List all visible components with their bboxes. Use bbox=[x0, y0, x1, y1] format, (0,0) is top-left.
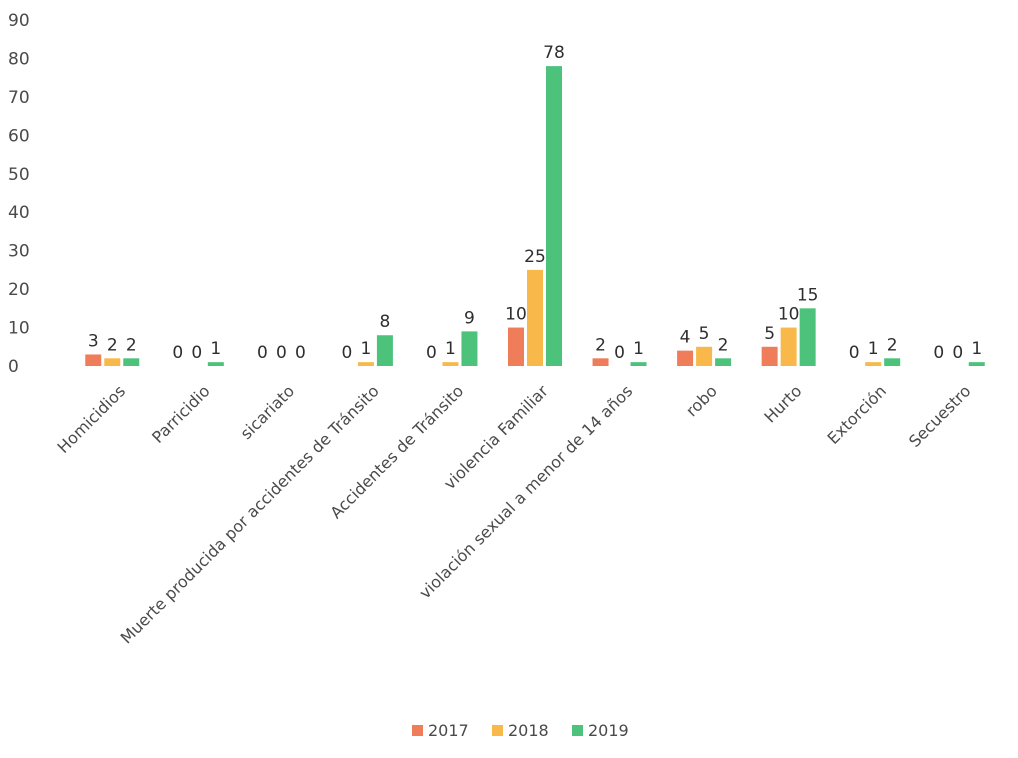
bar-2019 bbox=[461, 331, 478, 366]
data-label: 1 bbox=[633, 339, 644, 359]
data-label: 15 bbox=[797, 285, 819, 305]
y-tick-label: 50 bbox=[8, 165, 30, 185]
data-label: 1 bbox=[868, 339, 879, 359]
data-label: 5 bbox=[699, 324, 710, 344]
data-label: 2 bbox=[718, 335, 729, 355]
legend: 2017 2018 2019 bbox=[412, 721, 629, 740]
bar-2017 bbox=[761, 346, 778, 366]
legend-label: 2017 bbox=[428, 721, 469, 740]
y-tick-label: 30 bbox=[8, 242, 30, 262]
y-tick-label: 20 bbox=[8, 280, 30, 300]
data-label: 1 bbox=[445, 339, 456, 359]
legend-label: 2019 bbox=[588, 721, 629, 740]
bar-2017 bbox=[592, 358, 609, 366]
bar-2019 bbox=[884, 358, 901, 366]
data-label: 0 bbox=[257, 343, 268, 363]
data-label: 0 bbox=[426, 343, 437, 363]
y-axis: 0 10 20 30 40 50 60 70 80 90 bbox=[8, 11, 30, 377]
bar-2019 bbox=[207, 362, 224, 366]
data-label: 10 bbox=[778, 305, 800, 325]
bar-2019 bbox=[715, 358, 732, 366]
bars bbox=[85, 66, 985, 366]
bar-2019 bbox=[546, 66, 562, 366]
y-tick-label: 90 bbox=[8, 11, 30, 31]
bar-2018 bbox=[442, 362, 459, 366]
data-label: 78 bbox=[543, 43, 565, 63]
data-label: 5 bbox=[764, 324, 775, 344]
data-label: 8 bbox=[379, 312, 390, 332]
bar-2018 bbox=[780, 327, 797, 366]
legend-swatch bbox=[572, 725, 583, 736]
data-label: 2 bbox=[887, 335, 898, 355]
y-tick-label: 40 bbox=[8, 203, 30, 223]
legend-label: 2018 bbox=[508, 721, 549, 740]
data-label: 2 bbox=[595, 335, 606, 355]
x-category-label: Hurto bbox=[760, 381, 805, 426]
data-label: 3 bbox=[88, 331, 99, 351]
data-label: 0 bbox=[849, 343, 860, 363]
data-label: 25 bbox=[524, 247, 546, 267]
data-label: 0 bbox=[276, 343, 287, 363]
bar-2019 bbox=[630, 362, 647, 366]
data-label: 0 bbox=[933, 343, 944, 363]
data-label: 0 bbox=[341, 343, 352, 363]
data-label: 0 bbox=[952, 343, 963, 363]
x-category-label: Extorción bbox=[824, 381, 891, 448]
data-label: 0 bbox=[191, 343, 202, 363]
bar-2019 bbox=[123, 358, 140, 366]
legend-swatch bbox=[412, 725, 423, 736]
x-category-label: Homicidios bbox=[54, 381, 130, 457]
data-label: 4 bbox=[680, 328, 691, 348]
y-tick-label: 10 bbox=[8, 319, 30, 339]
bar-2019 bbox=[968, 362, 985, 366]
bar-2017 bbox=[85, 354, 102, 366]
y-tick-label: 60 bbox=[8, 126, 30, 146]
data-label: 1 bbox=[971, 339, 982, 359]
data-label: 10 bbox=[505, 305, 527, 325]
data-label: 9 bbox=[464, 308, 475, 328]
bar-2017 bbox=[677, 350, 694, 366]
bar-2019 bbox=[799, 308, 816, 366]
y-tick-label: 80 bbox=[8, 49, 30, 69]
x-category-label: sicariato bbox=[236, 381, 298, 443]
data-label: 0 bbox=[172, 343, 183, 363]
bar-2018 bbox=[104, 358, 121, 366]
legend-swatch bbox=[492, 725, 503, 736]
x-category-label: Secuestro bbox=[905, 381, 975, 451]
y-tick-label: 0 bbox=[8, 357, 19, 377]
data-label: 1 bbox=[210, 339, 221, 359]
data-label: 1 bbox=[360, 339, 371, 359]
data-label: 2 bbox=[107, 335, 118, 355]
data-label: 0 bbox=[614, 343, 625, 363]
x-category-label: Parricidio bbox=[148, 381, 214, 447]
bar-2018 bbox=[696, 346, 713, 366]
data-label: 2 bbox=[126, 335, 137, 355]
y-tick-label: 70 bbox=[8, 88, 30, 108]
x-category-label: robo bbox=[682, 381, 721, 420]
bar-2018 bbox=[865, 362, 882, 366]
bar-2019 bbox=[376, 335, 393, 366]
bar-2018 bbox=[527, 269, 543, 366]
bar-2017 bbox=[508, 327, 524, 366]
data-label: 0 bbox=[295, 343, 306, 363]
bar-2018 bbox=[357, 362, 374, 366]
